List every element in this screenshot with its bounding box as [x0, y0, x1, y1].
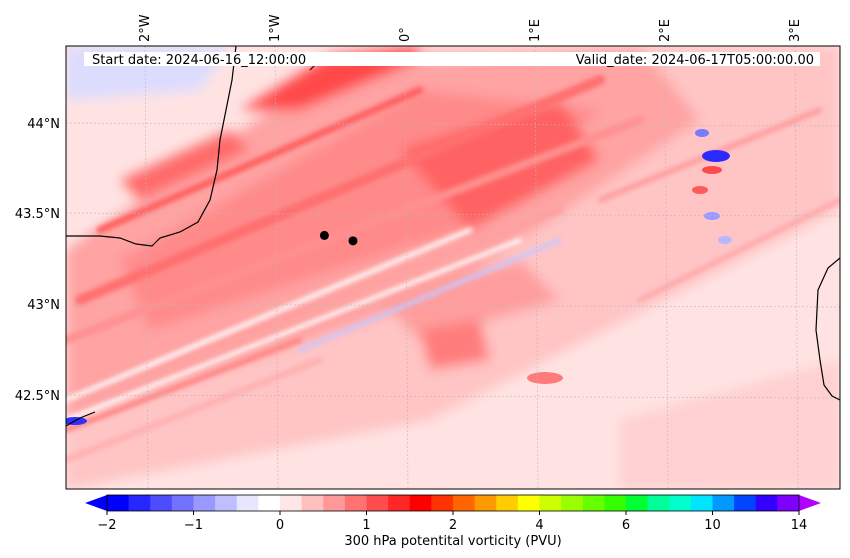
colorbar-cell — [128, 495, 151, 511]
colorbar-cell — [171, 495, 194, 511]
colorbar-cell — [690, 495, 713, 511]
colorbar-tick-label: 1 — [362, 518, 370, 533]
colorbar-cell — [215, 495, 238, 511]
lat-label: 43°N — [27, 298, 60, 313]
colorbar-cell — [496, 495, 519, 511]
coastline-east — [815, 257, 840, 401]
station-markers — [319, 230, 358, 246]
colorbar-cell — [474, 495, 497, 511]
colorbar-tick-label: 10 — [704, 518, 721, 533]
colorbar-cell — [150, 495, 173, 511]
colorbar-tick-label: 6 — [622, 518, 630, 533]
lon-label: 1°E — [528, 19, 543, 42]
map-frame — [65, 45, 841, 490]
colorbar-cell — [582, 495, 605, 511]
colorbar-cell — [517, 495, 540, 511]
colorbar-cell — [409, 495, 432, 511]
lon-label: 2°E — [658, 19, 673, 42]
colorbar-cell — [388, 495, 411, 511]
colorbar-cell — [453, 495, 476, 511]
colorbar-cell — [755, 495, 778, 511]
colorbar-under-triangle — [85, 495, 107, 511]
start-date: Start date: 2024-06-16_12:00:00 — [92, 53, 306, 68]
lon-label: 3°E — [788, 19, 803, 42]
colorbar-cell — [301, 495, 324, 511]
colorbar: −2 −1 0 1 2 4 6 10 14 300 hPa potentital vortici… — [85, 494, 821, 549]
lat-label: 44°N — [27, 117, 60, 132]
colorbar-cell — [539, 495, 562, 511]
colorbar-cell — [669, 495, 692, 511]
colorbar-over-triangle — [799, 495, 821, 511]
colorbar-cell — [107, 495, 130, 511]
lon-label: 0° — [398, 27, 413, 42]
colorbar-cell — [323, 495, 346, 511]
colorbar-cell — [236, 495, 259, 511]
station-marker — [319, 230, 329, 240]
colorbar-cell — [258, 495, 281, 511]
colorbar-tick-label: 4 — [535, 518, 543, 533]
colorbar-tick-label: 2 — [449, 518, 457, 533]
colorbar-tick-label: 0 — [276, 518, 284, 533]
map-field — [66, 46, 840, 489]
station-marker — [348, 236, 358, 246]
coastline-southwest — [66, 411, 96, 427]
coastline-west — [66, 46, 237, 247]
colorbar-cell — [193, 495, 216, 511]
colorbar-tick-label: 14 — [791, 518, 808, 533]
latitude-labels: 44°N 43.5°N 43°N 42.5°N — [15, 117, 60, 404]
colorbar-cell — [280, 495, 303, 511]
colorbar-cell — [712, 495, 735, 511]
lon-label: 1°W — [268, 14, 283, 42]
colorbar-cell — [604, 495, 627, 511]
colorbar-cell — [626, 495, 649, 511]
lat-label: 43.5°N — [15, 207, 60, 222]
colorbar-cell — [431, 495, 454, 511]
colorbar-cell — [344, 495, 367, 511]
valid-date: Valid_date: 2024-06-17T05:00:00.00 — [576, 53, 814, 68]
lon-label: 2°W — [138, 14, 153, 42]
colorbar-cell — [734, 495, 757, 511]
colorbar-label: 300 hPa potentital vorticity (PVU) — [344, 534, 561, 549]
colorbar-cell — [647, 495, 670, 511]
colorbar-tick-label: −2 — [97, 518, 116, 533]
colorbar-cell — [777, 495, 800, 511]
colorbar-tick-label: −1 — [184, 518, 203, 533]
colorbar-cell — [366, 495, 389, 511]
colorbar-cell — [561, 495, 584, 511]
date-banner — [84, 52, 820, 66]
lat-label: 42.5°N — [15, 389, 60, 404]
longitude-labels: 2°W 1°W 0° 1°E 2°E 3°E — [138, 14, 803, 42]
